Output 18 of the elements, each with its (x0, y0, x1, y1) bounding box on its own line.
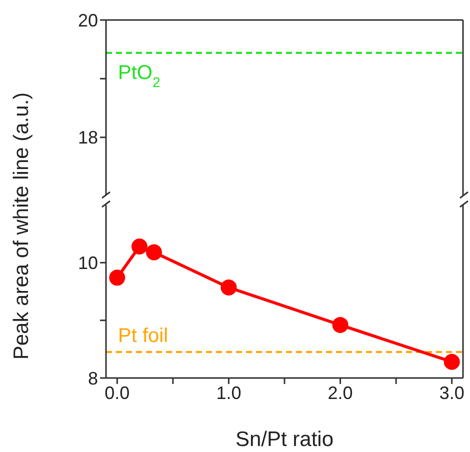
x-tick-label: 2.0 (328, 382, 353, 403)
point (109, 270, 126, 286)
x-tick-label: 3.0 (439, 382, 464, 403)
x-tick-label: 0.0 (104, 382, 130, 403)
y-axis-title: Peak area of white line (a.u.) (10, 92, 34, 360)
point (444, 354, 460, 370)
y-tick-label: 18 (78, 128, 98, 148)
x-tick-label: 1.0 (216, 382, 242, 403)
point (146, 244, 162, 260)
y-tick-label: 8 (88, 368, 98, 388)
point (332, 316, 348, 333)
ref-line-label: Pt foil (118, 325, 168, 348)
ref-line-label: PtO$_{2}$ (118, 62, 160, 90)
y-tick-label: 20 (78, 10, 98, 30)
point (220, 279, 237, 296)
point (131, 238, 148, 255)
x-axis-title: Sn/Pt ratio (235, 428, 334, 451)
y-tick-label: 10 (78, 253, 98, 274)
